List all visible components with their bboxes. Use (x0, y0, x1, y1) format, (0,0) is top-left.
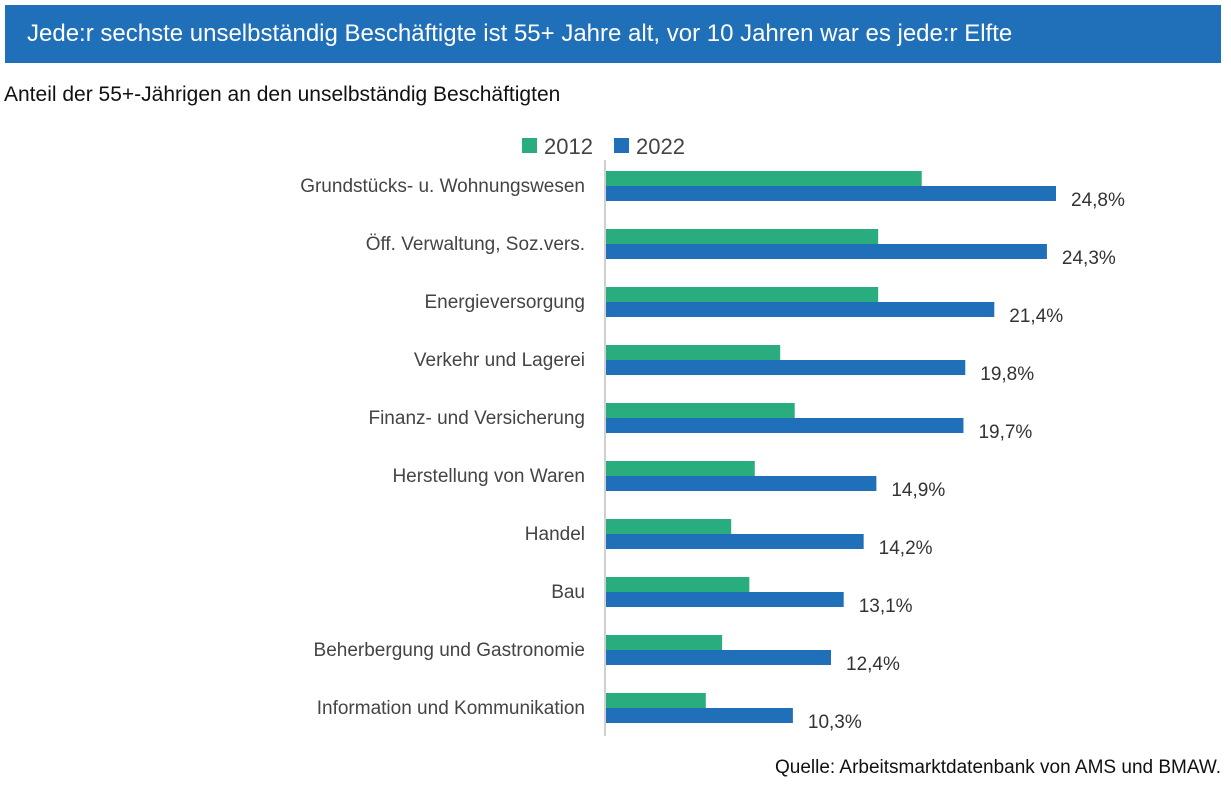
bar-2022 (606, 244, 1047, 259)
bar-2022 (606, 650, 831, 665)
data-label-2022: 24,8% (1071, 190, 1125, 211)
data-label-2022: 12,4% (846, 654, 900, 675)
data-label-2022: 14,9% (891, 480, 945, 501)
bar-2012 (606, 635, 723, 650)
category-label: Bau (551, 582, 585, 603)
bar-2022 (606, 186, 1056, 201)
legend-swatch-2022 (614, 138, 629, 153)
category-label: Grundstücks- u. Wohnungswesen (300, 176, 585, 197)
legend-swatch-2012 (522, 138, 537, 153)
bar-2012 (606, 403, 795, 418)
chart-subtitle: Anteil der 55+-Jährigen an den unselbstä… (4, 83, 561, 106)
bar-2022 (606, 360, 966, 375)
bar-2022 (606, 302, 995, 317)
data-label-2022: 24,3% (1062, 248, 1116, 269)
bar-2012 (606, 229, 879, 244)
bar-2022 (606, 592, 844, 607)
bar-2012 (606, 577, 750, 592)
legend-label-2022: 2022 (636, 134, 685, 159)
category-label: Herstellung von Waren (392, 466, 585, 487)
bar-2012 (606, 287, 879, 302)
source-note: Quelle: Arbeitsmarktdatenbank von AMS un… (774, 757, 1221, 778)
category-label: Finanz- und Versicherung (368, 408, 585, 429)
page-title: Jede:r sechste unselbständig Beschäftigt… (27, 20, 1013, 47)
bar-2022 (606, 418, 964, 433)
bar-2012 (606, 461, 755, 476)
bar-2012 (606, 171, 922, 186)
data-label-2022: 19,7% (978, 422, 1032, 443)
data-label-2022: 21,4% (1009, 306, 1063, 327)
category-label: Öff. Verwaltung, Soz.vers. (366, 234, 585, 255)
legend-label-2012: 2012 (544, 134, 593, 159)
bar-2022 (606, 534, 864, 549)
data-label-2022: 14,2% (879, 538, 933, 559)
bar-2022 (606, 476, 877, 491)
bar-2012 (606, 693, 706, 708)
category-label: Handel (525, 524, 585, 545)
bar-2022 (606, 708, 793, 723)
data-label-2022: 10,3% (808, 712, 862, 733)
bar-2012 (606, 519, 732, 534)
bar-2012 (606, 345, 781, 360)
category-label: Beherbergung und Gastronomie (314, 640, 585, 661)
data-label-2022: 19,8% (980, 364, 1034, 385)
category-label: Verkehr und Lagerei (414, 350, 585, 371)
category-label: Information und Kommunikation (317, 698, 585, 719)
category-label: Energieversorgung (424, 292, 585, 313)
data-label-2022: 13,1% (859, 596, 913, 617)
title-banner: Jede:r sechste unselbständig Beschäftigt… (5, 5, 1221, 63)
